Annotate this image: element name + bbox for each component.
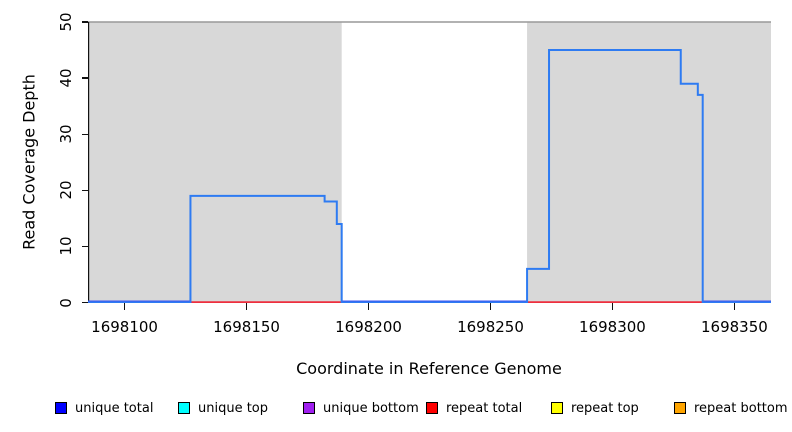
legend: unique total unique top unique bottom repea… [0, 397, 792, 419]
legend-item-unique-total: unique total [55, 397, 153, 419]
legend-label: unique total [75, 400, 154, 416]
shaded-coverage-region [527, 22, 771, 303]
legend-item-unique-top: unique top [178, 397, 268, 419]
y-tick-mark [82, 133, 88, 135]
legend-label: repeat top [571, 400, 639, 416]
legend-label: repeat total [446, 400, 523, 416]
x-tick-mark [123, 303, 126, 310]
coverage-curve [88, 49, 771, 303]
x-tick-mark [489, 303, 492, 310]
legend-swatch-icon [178, 402, 190, 414]
legend-label: unique top [198, 400, 269, 416]
y-tick-label: 50 [57, 12, 75, 32]
y-axis-title: Read Coverage Depth [19, 74, 39, 250]
y-tick-mark [82, 245, 88, 248]
legend-swatch-icon [551, 402, 563, 414]
legend-item-repeat-bottom: repeat bottom [674, 397, 788, 419]
x-tick-label: 1698100 [91, 318, 158, 336]
legend-item-repeat-total: repeat total [426, 397, 522, 419]
legend-item-unique-bottom: unique bottom [303, 397, 419, 419]
y-tick-label: 30 [57, 124, 75, 144]
y-tick-label: 0 [57, 297, 75, 308]
plot-area [88, 21, 771, 303]
coverage-chart-canvas [88, 21, 771, 303]
x-tick-mark [245, 303, 248, 310]
legend-label: unique bottom [323, 400, 419, 416]
legend-swatch-icon [55, 402, 67, 414]
x-tick-label: 1698250 [457, 318, 524, 336]
y-tick-mark [82, 77, 88, 79]
x-tick-mark [733, 303, 736, 310]
y-tick-label: 20 [57, 180, 75, 200]
x-tick-mark [611, 303, 614, 310]
legend-swatch-icon [426, 402, 438, 414]
shaded-coverage-region [88, 22, 342, 303]
x-tick-label: 1698200 [335, 318, 402, 336]
x-tick-mark [367, 303, 370, 310]
y-tick-label: 40 [57, 68, 75, 88]
legend-swatch-icon [674, 402, 686, 414]
legend-label: repeat bottom [694, 400, 788, 416]
x-tick-label: 1698350 [701, 318, 768, 336]
x-tick-label: 1698300 [579, 318, 646, 336]
y-tick-mark [82, 189, 88, 191]
legend-swatch-icon [303, 402, 315, 414]
y-tick-mark [82, 21, 88, 23]
x-tick-label: 1698150 [213, 318, 280, 336]
legend-item-repeat-top: repeat top [551, 397, 639, 419]
x-axis-title: Coordinate in Reference Genome [296, 359, 562, 378]
y-tick-mark [82, 301, 88, 304]
y-tick-label: 10 [57, 236, 75, 256]
